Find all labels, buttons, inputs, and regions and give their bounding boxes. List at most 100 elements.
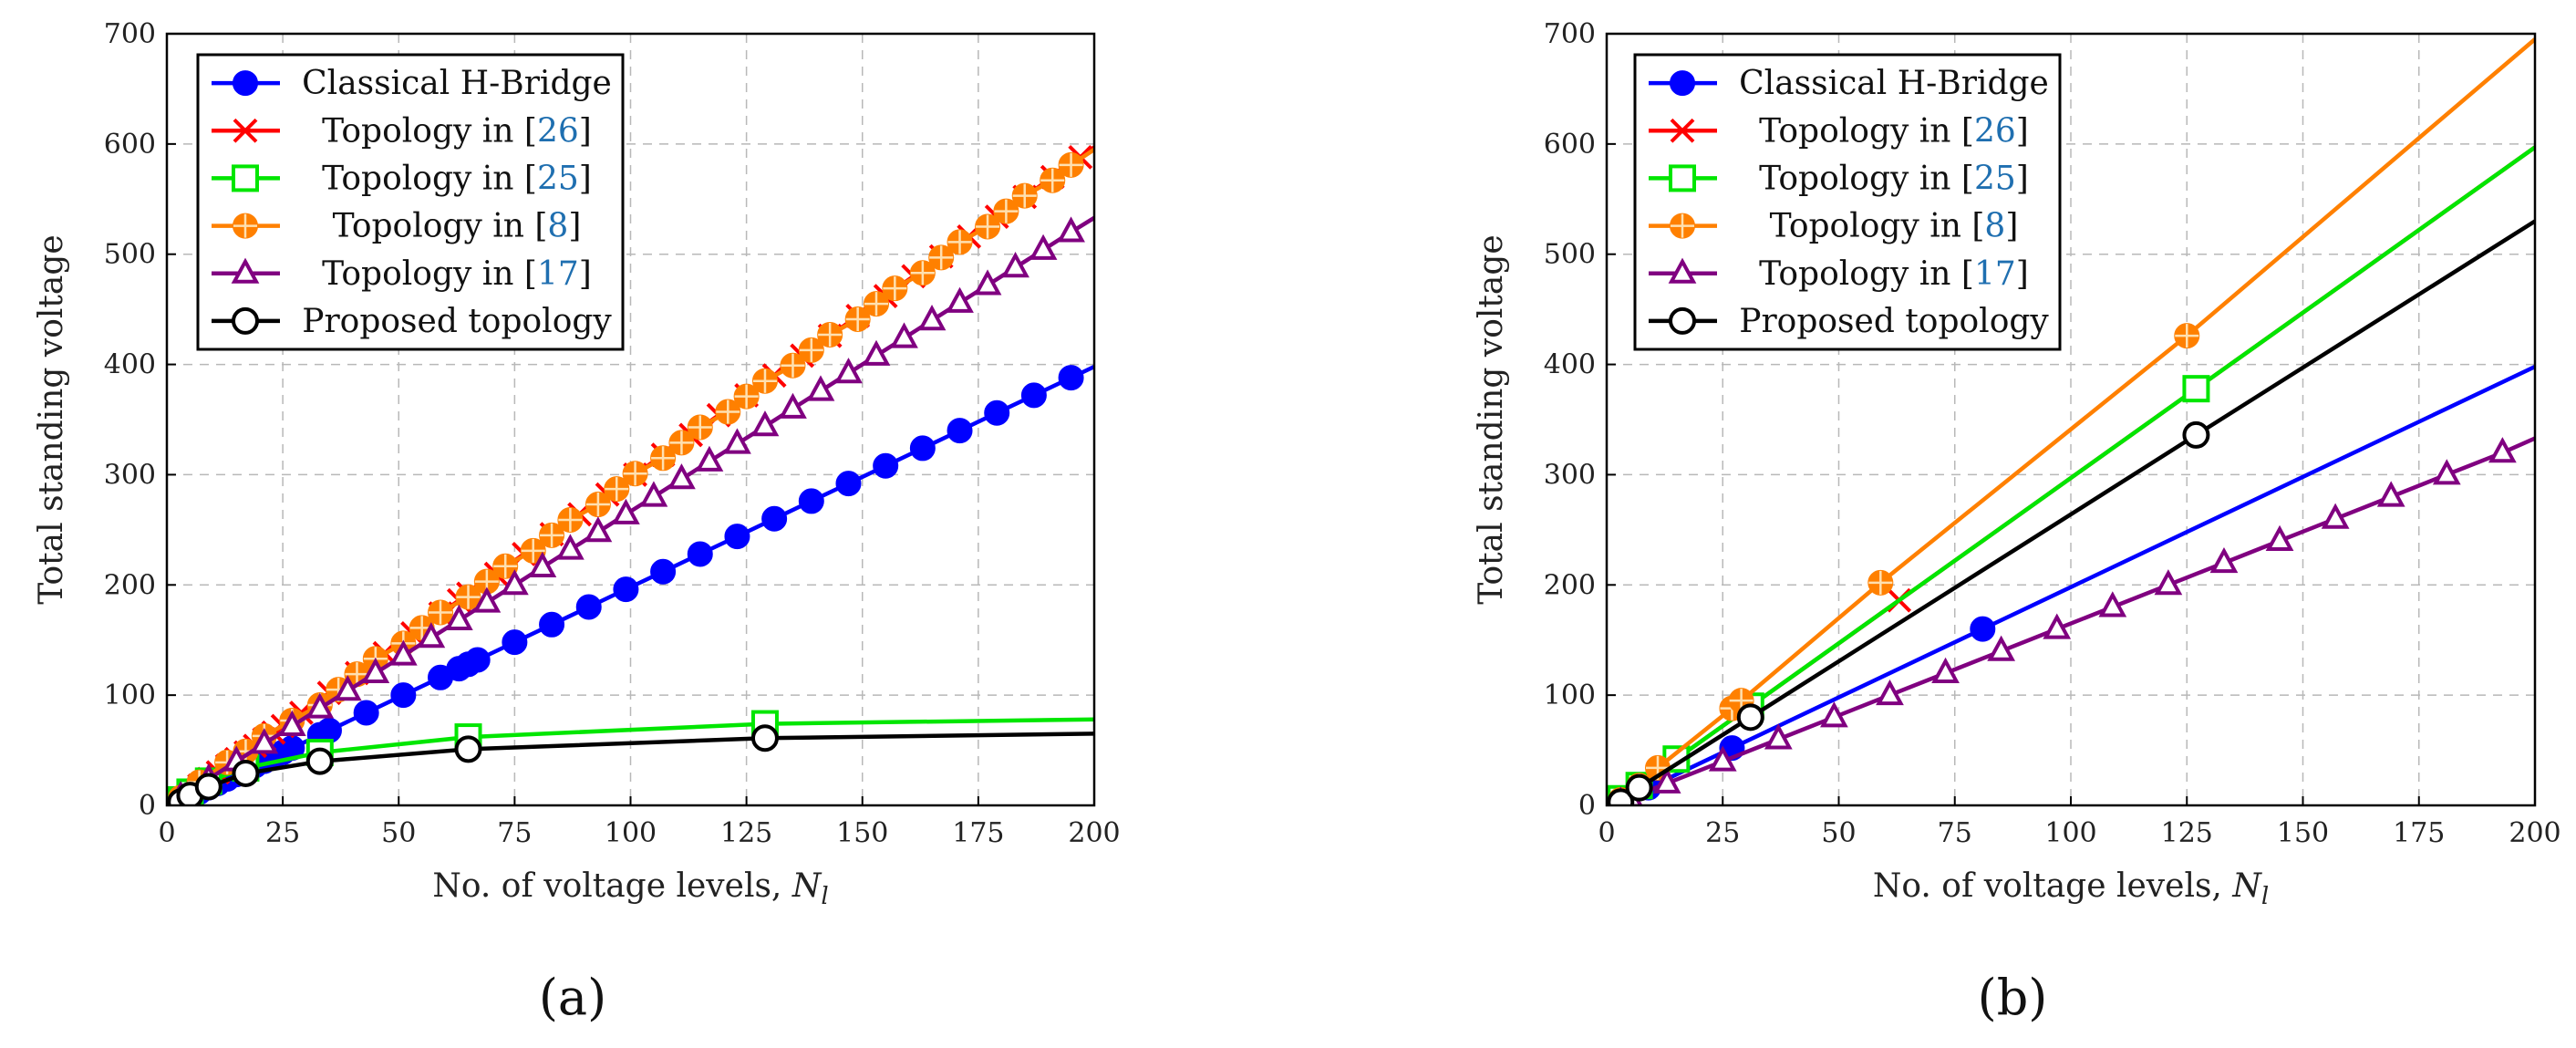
data-point	[687, 414, 713, 441]
data-point	[520, 537, 546, 564]
data-point	[835, 471, 862, 497]
data-point	[909, 260, 936, 286]
data-point	[2209, 546, 2239, 574]
y-tick-label: 700	[1544, 18, 1596, 50]
data-point	[2265, 524, 2294, 551]
legend-swatch-marker	[1668, 257, 1697, 284]
data-point	[715, 399, 741, 425]
x-tick-label: 25	[265, 817, 300, 849]
data-point	[1736, 703, 1764, 732]
data-point	[2098, 591, 2127, 617]
data-point	[1058, 365, 1084, 391]
data-point	[472, 586, 502, 613]
x-tick-label: 100	[605, 817, 657, 849]
data-point	[975, 213, 1001, 240]
legend-entry: Topology in [26]	[1649, 112, 2029, 150]
legend-swatch-marker	[232, 306, 259, 335]
data-point	[1058, 151, 1084, 178]
legend-entry: Topology in [8]	[1649, 208, 2018, 245]
data-point	[501, 569, 529, 596]
data-point	[947, 229, 973, 255]
data-point	[724, 524, 750, 550]
data-point	[1020, 382, 1047, 409]
data-point	[557, 506, 584, 533]
data-point	[390, 682, 417, 709]
data-point	[1625, 773, 1653, 802]
legend-swatch-marker	[1670, 70, 1695, 97]
data-point	[539, 522, 565, 548]
data-point	[650, 558, 677, 585]
y-tick-label: 400	[1544, 349, 1596, 381]
panel-label: (a)	[539, 969, 606, 1026]
legend-label: Classical H-Bridge	[1739, 65, 2049, 102]
y-tick-label: 600	[1544, 129, 1596, 161]
data-point	[993, 198, 1019, 224]
data-point	[973, 269, 1002, 296]
data-point	[723, 428, 751, 454]
legend-entry: Topology in [17]	[1649, 255, 2029, 293]
legend-label: Topology in [17]	[322, 255, 592, 293]
data-point	[798, 488, 824, 514]
x-tick-label: 200	[2509, 817, 2560, 849]
legend-swatch-marker	[1670, 213, 1695, 239]
legend-label: Topology in [8]	[1770, 208, 2019, 245]
data-point	[353, 700, 379, 726]
y-tick-label: 0	[1578, 790, 1596, 822]
data-point	[2154, 569, 2183, 596]
data-point	[909, 435, 936, 462]
legend-label: Topology in [8]	[333, 208, 582, 245]
x-tick-label: 175	[2393, 817, 2445, 849]
legend-label: Topology in [26]	[1759, 112, 2029, 150]
series-proposed-topology	[167, 724, 1094, 805]
data-point	[817, 321, 843, 348]
data-point	[613, 576, 639, 603]
data-point	[388, 639, 418, 666]
x-tick-label: 75	[497, 817, 532, 849]
data-point	[750, 410, 780, 437]
legend-label: Topology in [25]	[322, 160, 592, 197]
data-point	[454, 735, 482, 763]
legend: Classical H-Bridge Topology in [26] Topolo…	[196, 53, 625, 351]
data-point	[1867, 569, 1894, 596]
y-axis-label: Total standing voltage	[33, 234, 70, 604]
data-point	[650, 445, 677, 472]
data-point	[305, 692, 335, 719]
y-tick-label: 0	[139, 790, 156, 822]
data-point	[844, 306, 871, 333]
y-tick-label: 100	[1544, 680, 1596, 711]
legend-entry: Topology in [25]	[1649, 160, 2029, 197]
data-point	[798, 337, 824, 363]
data-point	[780, 352, 806, 379]
data-point	[417, 622, 446, 649]
data-point	[1970, 616, 1996, 642]
y-tick-label: 300	[104, 459, 156, 491]
x-tick-label: 0	[158, 817, 175, 849]
legend-entry: Topology in [26]	[212, 112, 592, 150]
data-point	[779, 392, 807, 419]
series-proposed-topology	[1607, 219, 2535, 805]
data-point	[733, 383, 760, 410]
x-tick-label: 150	[836, 817, 888, 849]
data-point	[1820, 701, 1848, 728]
data-point	[575, 594, 602, 620]
data-point	[502, 629, 528, 656]
data-point	[761, 505, 788, 532]
x-tick-label: 50	[1821, 817, 1856, 849]
legend-swatch-marker	[233, 70, 258, 97]
data-point	[361, 657, 390, 683]
x-tick-label: 125	[2161, 817, 2213, 849]
data-point	[316, 717, 342, 743]
legend-entry: Classical H-Bridge	[212, 65, 612, 102]
legend-entry: Proposed topology	[1649, 303, 2049, 340]
data-point	[2182, 375, 2210, 403]
y-axis-label: Total standing voltage	[1473, 234, 1510, 604]
series-topology-in-17	[167, 215, 1094, 805]
y-tick-label: 600	[104, 129, 156, 161]
data-point	[1001, 252, 1029, 278]
x-tick-label: 125	[720, 817, 772, 849]
data-point	[667, 463, 696, 490]
data-point	[428, 599, 454, 626]
x-tick-label: 200	[1068, 817, 1120, 849]
x-axis-label: No. of voltage levels, Nl	[432, 867, 828, 910]
y-tick-label: 200	[104, 569, 156, 601]
